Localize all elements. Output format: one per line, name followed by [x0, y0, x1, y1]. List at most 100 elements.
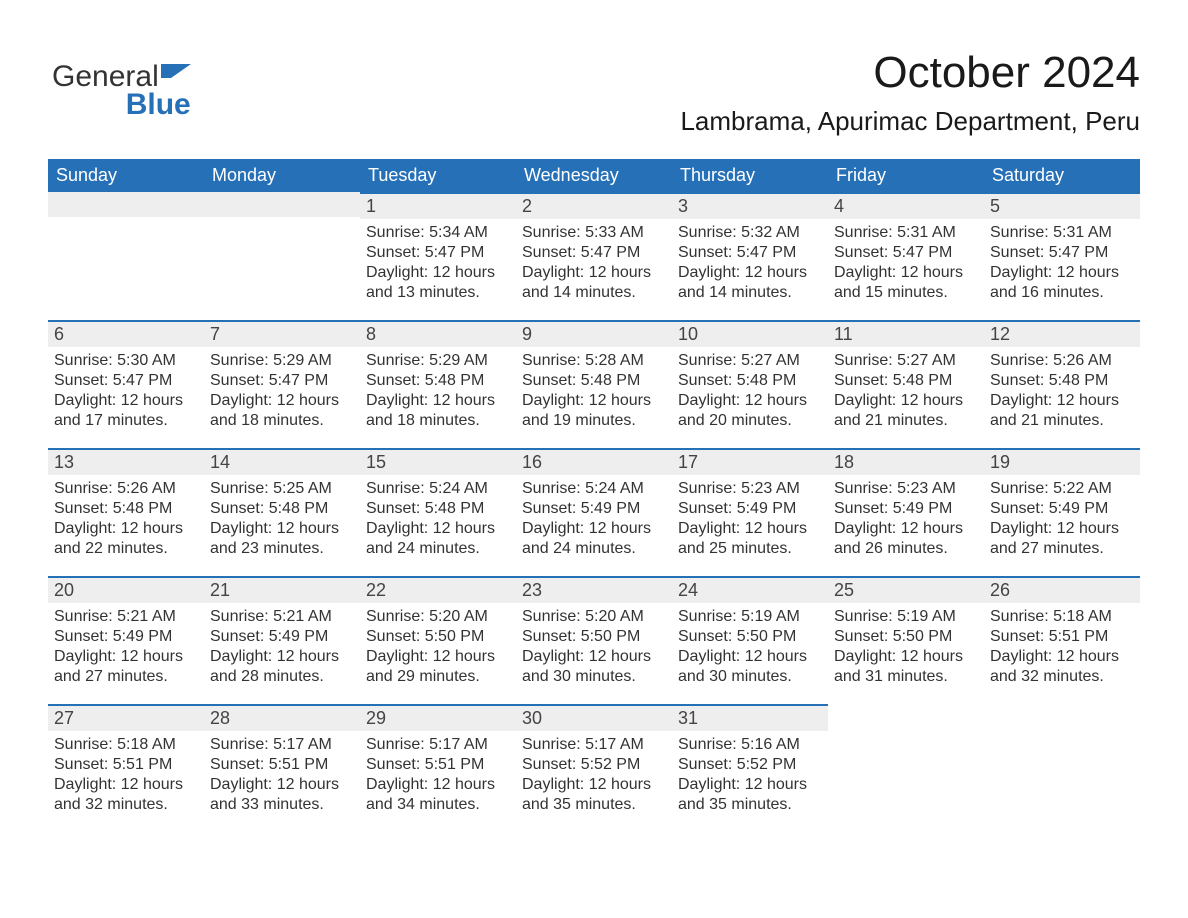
day-info: Sunrise: 5:27 AMSunset: 5:48 PMDaylight:… [828, 347, 984, 437]
daylight-line: Daylight: 12 hours and 24 minutes. [522, 519, 664, 559]
day-info: Sunrise: 5:31 AMSunset: 5:47 PMDaylight:… [984, 219, 1140, 309]
weekday-header: Thursday [672, 159, 828, 192]
sunrise-line: Sunrise: 5:27 AM [678, 351, 820, 371]
daylight-line: Daylight: 12 hours and 25 minutes. [678, 519, 820, 559]
calendar-table: SundayMondayTuesdayWednesdayThursdayFrid… [48, 159, 1140, 832]
sunset-line: Sunset: 5:50 PM [834, 627, 976, 647]
sunset-line: Sunset: 5:47 PM [834, 243, 976, 263]
sunrise-line: Sunrise: 5:18 AM [990, 607, 1132, 627]
day-info: Sunrise: 5:27 AMSunset: 5:48 PMDaylight:… [672, 347, 828, 437]
sunrise-line: Sunrise: 5:26 AM [54, 479, 196, 499]
sunset-line: Sunset: 5:51 PM [366, 755, 508, 775]
day-info: Sunrise: 5:29 AMSunset: 5:47 PMDaylight:… [204, 347, 360, 437]
sunrise-line: Sunrise: 5:19 AM [678, 607, 820, 627]
sunset-line: Sunset: 5:47 PM [990, 243, 1132, 263]
sunrise-line: Sunrise: 5:17 AM [522, 735, 664, 755]
day-info: Sunrise: 5:19 AMSunset: 5:50 PMDaylight:… [672, 603, 828, 693]
daylight-line: Daylight: 12 hours and 29 minutes. [366, 647, 508, 687]
logo-text: General Blue [52, 58, 191, 120]
calendar-day-cell: 3Sunrise: 5:32 AMSunset: 5:47 PMDaylight… [672, 192, 828, 320]
day-number: 11 [828, 320, 984, 347]
calendar-day-cell: 29Sunrise: 5:17 AMSunset: 5:51 PMDayligh… [360, 704, 516, 832]
weekday-header-row: SundayMondayTuesdayWednesdayThursdayFrid… [48, 159, 1140, 192]
day-number: 24 [672, 576, 828, 603]
daylight-line: Daylight: 12 hours and 14 minutes. [678, 263, 820, 303]
day-info: Sunrise: 5:16 AMSunset: 5:52 PMDaylight:… [672, 731, 828, 821]
daylight-line: Daylight: 12 hours and 31 minutes. [834, 647, 976, 687]
calendar-day-cell [984, 704, 1140, 832]
sunset-line: Sunset: 5:49 PM [54, 627, 196, 647]
day-number: 17 [672, 448, 828, 475]
daylight-line: Daylight: 12 hours and 18 minutes. [366, 391, 508, 431]
day-info: Sunrise: 5:30 AMSunset: 5:47 PMDaylight:… [48, 347, 204, 437]
daylight-line: Daylight: 12 hours and 18 minutes. [210, 391, 352, 431]
daylight-line: Daylight: 12 hours and 23 minutes. [210, 519, 352, 559]
day-number: 22 [360, 576, 516, 603]
day-number: 27 [48, 704, 204, 731]
calendar-day-cell: 7Sunrise: 5:29 AMSunset: 5:47 PMDaylight… [204, 320, 360, 448]
sunrise-line: Sunrise: 5:25 AM [210, 479, 352, 499]
weekday-header: Tuesday [360, 159, 516, 192]
calendar-day-cell: 25Sunrise: 5:19 AMSunset: 5:50 PMDayligh… [828, 576, 984, 704]
daylight-line: Daylight: 12 hours and 13 minutes. [366, 263, 508, 303]
daylight-line: Daylight: 12 hours and 35 minutes. [522, 775, 664, 815]
sunrise-line: Sunrise: 5:22 AM [990, 479, 1132, 499]
day-number: 26 [984, 576, 1140, 603]
daylight-line: Daylight: 12 hours and 24 minutes. [366, 519, 508, 559]
sunset-line: Sunset: 5:51 PM [54, 755, 196, 775]
day-info: Sunrise: 5:26 AMSunset: 5:48 PMDaylight:… [984, 347, 1140, 437]
daylight-line: Daylight: 12 hours and 17 minutes. [54, 391, 196, 431]
sunset-line: Sunset: 5:49 PM [522, 499, 664, 519]
day-number: 5 [984, 192, 1140, 219]
calendar-week-row: 13Sunrise: 5:26 AMSunset: 5:48 PMDayligh… [48, 448, 1140, 576]
calendar-day-cell: 30Sunrise: 5:17 AMSunset: 5:52 PMDayligh… [516, 704, 672, 832]
location-subtitle: Lambrama, Apurimac Department, Peru [48, 106, 1140, 137]
daylight-line: Daylight: 12 hours and 20 minutes. [678, 391, 820, 431]
calendar-day-cell: 1Sunrise: 5:34 AMSunset: 5:47 PMDaylight… [360, 192, 516, 320]
sunrise-line: Sunrise: 5:24 AM [522, 479, 664, 499]
day-info: Sunrise: 5:17 AMSunset: 5:51 PMDaylight:… [204, 731, 360, 821]
day-number: 3 [672, 192, 828, 219]
calendar-day-cell: 15Sunrise: 5:24 AMSunset: 5:48 PMDayligh… [360, 448, 516, 576]
day-info: Sunrise: 5:19 AMSunset: 5:50 PMDaylight:… [828, 603, 984, 693]
day-info: Sunrise: 5:34 AMSunset: 5:47 PMDaylight:… [360, 219, 516, 309]
sunset-line: Sunset: 5:47 PM [366, 243, 508, 263]
daylight-line: Daylight: 12 hours and 34 minutes. [366, 775, 508, 815]
calendar-day-cell: 23Sunrise: 5:20 AMSunset: 5:50 PMDayligh… [516, 576, 672, 704]
day-info: Sunrise: 5:26 AMSunset: 5:48 PMDaylight:… [48, 475, 204, 565]
sunset-line: Sunset: 5:48 PM [990, 371, 1132, 391]
sunrise-line: Sunrise: 5:32 AM [678, 223, 820, 243]
sunset-line: Sunset: 5:47 PM [210, 371, 352, 391]
day-number: 31 [672, 704, 828, 731]
day-number: 6 [48, 320, 204, 347]
sunrise-line: Sunrise: 5:28 AM [522, 351, 664, 371]
day-info: Sunrise: 5:21 AMSunset: 5:49 PMDaylight:… [204, 603, 360, 693]
daylight-line: Daylight: 12 hours and 26 minutes. [834, 519, 976, 559]
day-number: 23 [516, 576, 672, 603]
calendar-day-cell: 9Sunrise: 5:28 AMSunset: 5:48 PMDaylight… [516, 320, 672, 448]
sunset-line: Sunset: 5:52 PM [522, 755, 664, 775]
sunrise-line: Sunrise: 5:16 AM [678, 735, 820, 755]
day-number: 1 [360, 192, 516, 219]
sunrise-line: Sunrise: 5:29 AM [366, 351, 508, 371]
day-number: 20 [48, 576, 204, 603]
day-number: 29 [360, 704, 516, 731]
daylight-line: Daylight: 12 hours and 30 minutes. [678, 647, 820, 687]
calendar-day-cell: 21Sunrise: 5:21 AMSunset: 5:49 PMDayligh… [204, 576, 360, 704]
daylight-line: Daylight: 12 hours and 15 minutes. [834, 263, 976, 303]
daylight-line: Daylight: 12 hours and 16 minutes. [990, 263, 1132, 303]
calendar-day-cell: 31Sunrise: 5:16 AMSunset: 5:52 PMDayligh… [672, 704, 828, 832]
day-info: Sunrise: 5:32 AMSunset: 5:47 PMDaylight:… [672, 219, 828, 309]
sunset-line: Sunset: 5:51 PM [990, 627, 1132, 647]
day-info: Sunrise: 5:20 AMSunset: 5:50 PMDaylight:… [516, 603, 672, 693]
day-info: Sunrise: 5:31 AMSunset: 5:47 PMDaylight:… [828, 219, 984, 309]
sunrise-line: Sunrise: 5:19 AM [834, 607, 976, 627]
calendar-day-cell [48, 192, 204, 320]
sunset-line: Sunset: 5:47 PM [678, 243, 820, 263]
day-number: 10 [672, 320, 828, 347]
day-info: Sunrise: 5:24 AMSunset: 5:48 PMDaylight:… [360, 475, 516, 565]
weekday-header: Monday [204, 159, 360, 192]
sunset-line: Sunset: 5:48 PM [54, 499, 196, 519]
calendar-day-cell: 27Sunrise: 5:18 AMSunset: 5:51 PMDayligh… [48, 704, 204, 832]
day-info: Sunrise: 5:28 AMSunset: 5:48 PMDaylight:… [516, 347, 672, 437]
